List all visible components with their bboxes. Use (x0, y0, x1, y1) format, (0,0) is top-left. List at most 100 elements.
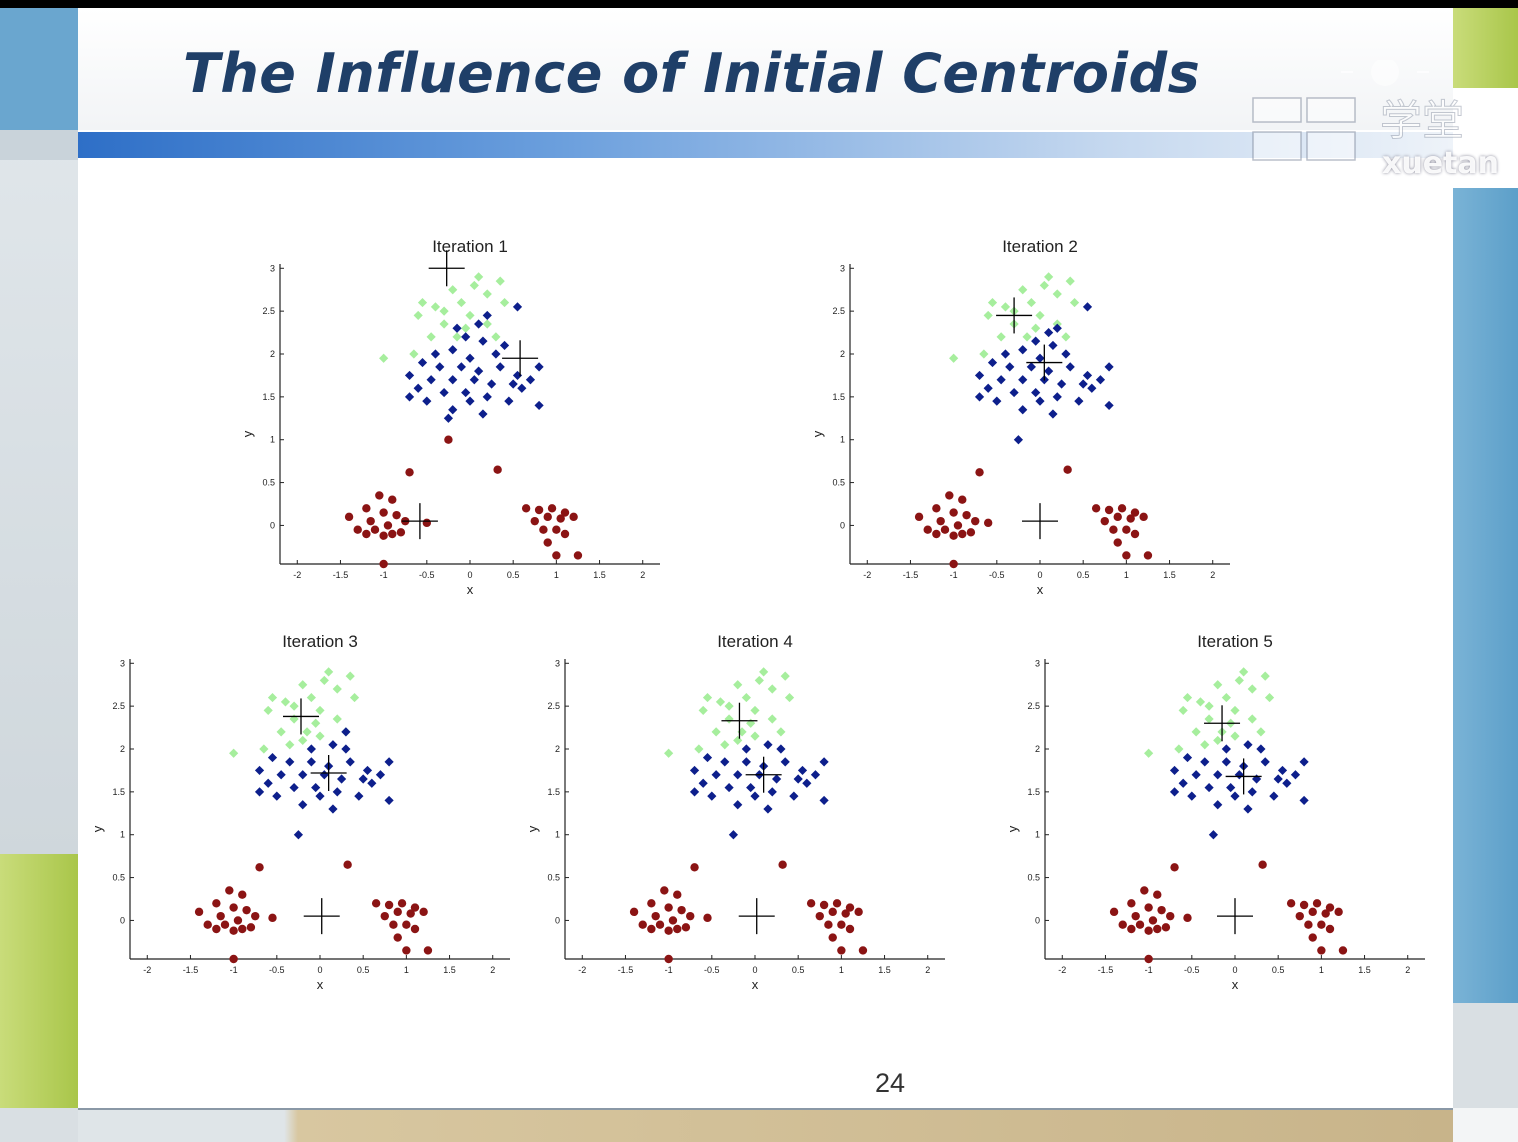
centroid-marker (502, 340, 539, 377)
data-point (1091, 504, 1101, 513)
data-point (1234, 770, 1244, 780)
data-point (945, 491, 954, 500)
data-point (482, 319, 492, 329)
data-point (1031, 387, 1041, 398)
data-point (362, 529, 371, 539)
data-point (556, 514, 565, 523)
data-point (647, 899, 656, 908)
centroid-marker (1022, 503, 1058, 540)
data-point (306, 744, 316, 754)
data-point (1200, 740, 1210, 750)
data-point (1104, 362, 1114, 372)
data-point (276, 770, 286, 780)
slide-title: The Influence of Initial Centroids (183, 42, 1201, 105)
data-point (552, 525, 561, 534)
data-point (1148, 916, 1158, 925)
data-point (914, 512, 924, 522)
data-point (771, 774, 782, 784)
data-point (246, 923, 256, 932)
x-tick-label: -1.5 (903, 570, 919, 580)
data-point (491, 332, 501, 342)
data-point (1122, 551, 1131, 560)
data-point (689, 787, 700, 797)
data-point (958, 495, 967, 504)
data-point (383, 521, 393, 530)
centroid-marker (283, 698, 319, 735)
data-point (1221, 757, 1231, 767)
cluster-blue (689, 740, 829, 840)
data-point (1299, 795, 1309, 806)
data-point (354, 791, 364, 801)
y-tick-label: 3 (840, 263, 845, 273)
centroid-marker (1225, 758, 1262, 795)
cluster-green (1144, 667, 1275, 758)
data-point (664, 926, 673, 935)
x-tick-label: -2 (1058, 965, 1066, 975)
data-point (854, 907, 863, 917)
data-point (819, 900, 829, 910)
data-point (332, 684, 342, 694)
chart-iteration-2: Iteration 2 -2 -1.5 -1 -0.5 0 0.5 1 1.5 2 0 0.5 1 1.5… (810, 237, 1230, 597)
page-number: 24 (874, 1068, 906, 1098)
data-point (512, 302, 523, 312)
x-tick-label: -2 (143, 965, 151, 975)
data-point (1026, 297, 1036, 308)
data-point (983, 310, 993, 321)
data-point (1230, 705, 1240, 716)
data-point (405, 468, 414, 477)
data-point (203, 920, 212, 929)
data-point (810, 770, 821, 780)
data-point (694, 744, 704, 754)
data-point (767, 787, 777, 797)
data-point (251, 911, 260, 921)
y-tick-label: 1.5 (262, 392, 275, 402)
data-point (1069, 297, 1080, 308)
y-tick-label: 3 (270, 263, 275, 273)
data-point (1000, 302, 1011, 312)
data-point (560, 508, 570, 517)
data-point (1290, 770, 1301, 780)
data-point (664, 748, 674, 758)
data-point (1166, 911, 1175, 921)
data-point (1139, 512, 1148, 522)
data-point (194, 907, 204, 917)
data-point (1234, 675, 1244, 686)
data-point (444, 435, 453, 444)
data-point (784, 692, 795, 703)
data-point (534, 362, 544, 372)
data-point (1178, 705, 1188, 716)
footer-bar (78, 1108, 1453, 1142)
data-point (486, 379, 497, 389)
data-point (971, 516, 980, 526)
x-axis-label: x (1232, 977, 1239, 992)
data-point (1082, 370, 1093, 381)
data-point (263, 705, 273, 716)
y-tick-label: 1.5 (832, 392, 845, 402)
chart-title: Iteration 4 (717, 632, 793, 651)
data-point (1182, 692, 1193, 703)
data-point (1109, 525, 1118, 534)
data-point (711, 770, 721, 780)
data-point (332, 787, 342, 797)
data-point (1026, 362, 1036, 372)
data-point (315, 705, 325, 716)
cluster-green (664, 667, 795, 758)
data-point (366, 516, 375, 526)
data-point (341, 727, 351, 737)
data-point (1109, 907, 1119, 917)
x-tick-label: -1 (1145, 965, 1153, 975)
data-point (238, 924, 247, 934)
x-tick-label: -1 (230, 965, 238, 975)
data-point (1143, 551, 1153, 560)
data-point (1264, 692, 1275, 703)
data-point (478, 409, 488, 419)
data-point (1277, 765, 1288, 776)
data-point (1230, 791, 1240, 801)
y-tick-label: 2.5 (262, 306, 275, 316)
data-point (289, 701, 299, 711)
data-point (233, 916, 243, 925)
x-tick-label: -1 (380, 570, 388, 580)
data-point (1018, 345, 1028, 355)
data-point (1204, 701, 1214, 711)
data-point (319, 770, 329, 780)
